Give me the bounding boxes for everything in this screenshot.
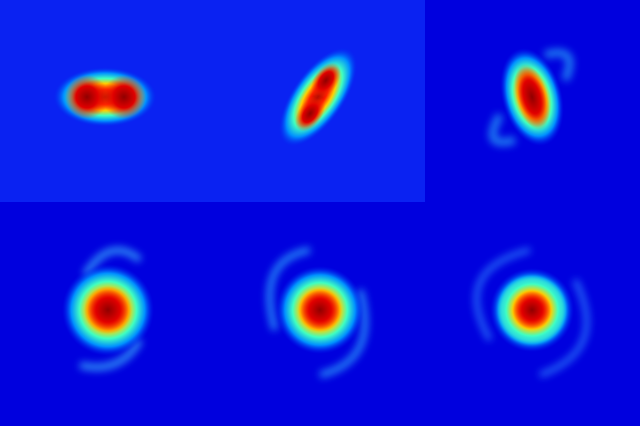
spiral-arm (543, 48, 574, 82)
spiral-arm (538, 278, 590, 378)
panel-3 (488, 48, 574, 147)
panel-5 (266, 246, 369, 379)
vortex-ring (499, 277, 565, 343)
vortex-core (298, 288, 342, 332)
vortex-core (512, 290, 552, 330)
vortex-core (84, 286, 132, 334)
spiral-arm (488, 113, 517, 147)
spiral-arm (266, 246, 311, 331)
vortex-core (514, 63, 550, 131)
vortex-core (310, 62, 341, 99)
spiral-arm (473, 247, 531, 342)
panel-1 (53, 67, 157, 127)
panel-4 (62, 247, 154, 371)
vortex-core (65, 75, 109, 119)
panel-2 (278, 47, 358, 147)
vortex-core (295, 95, 326, 132)
vortex-core (102, 75, 146, 119)
panel-6 (473, 247, 590, 378)
